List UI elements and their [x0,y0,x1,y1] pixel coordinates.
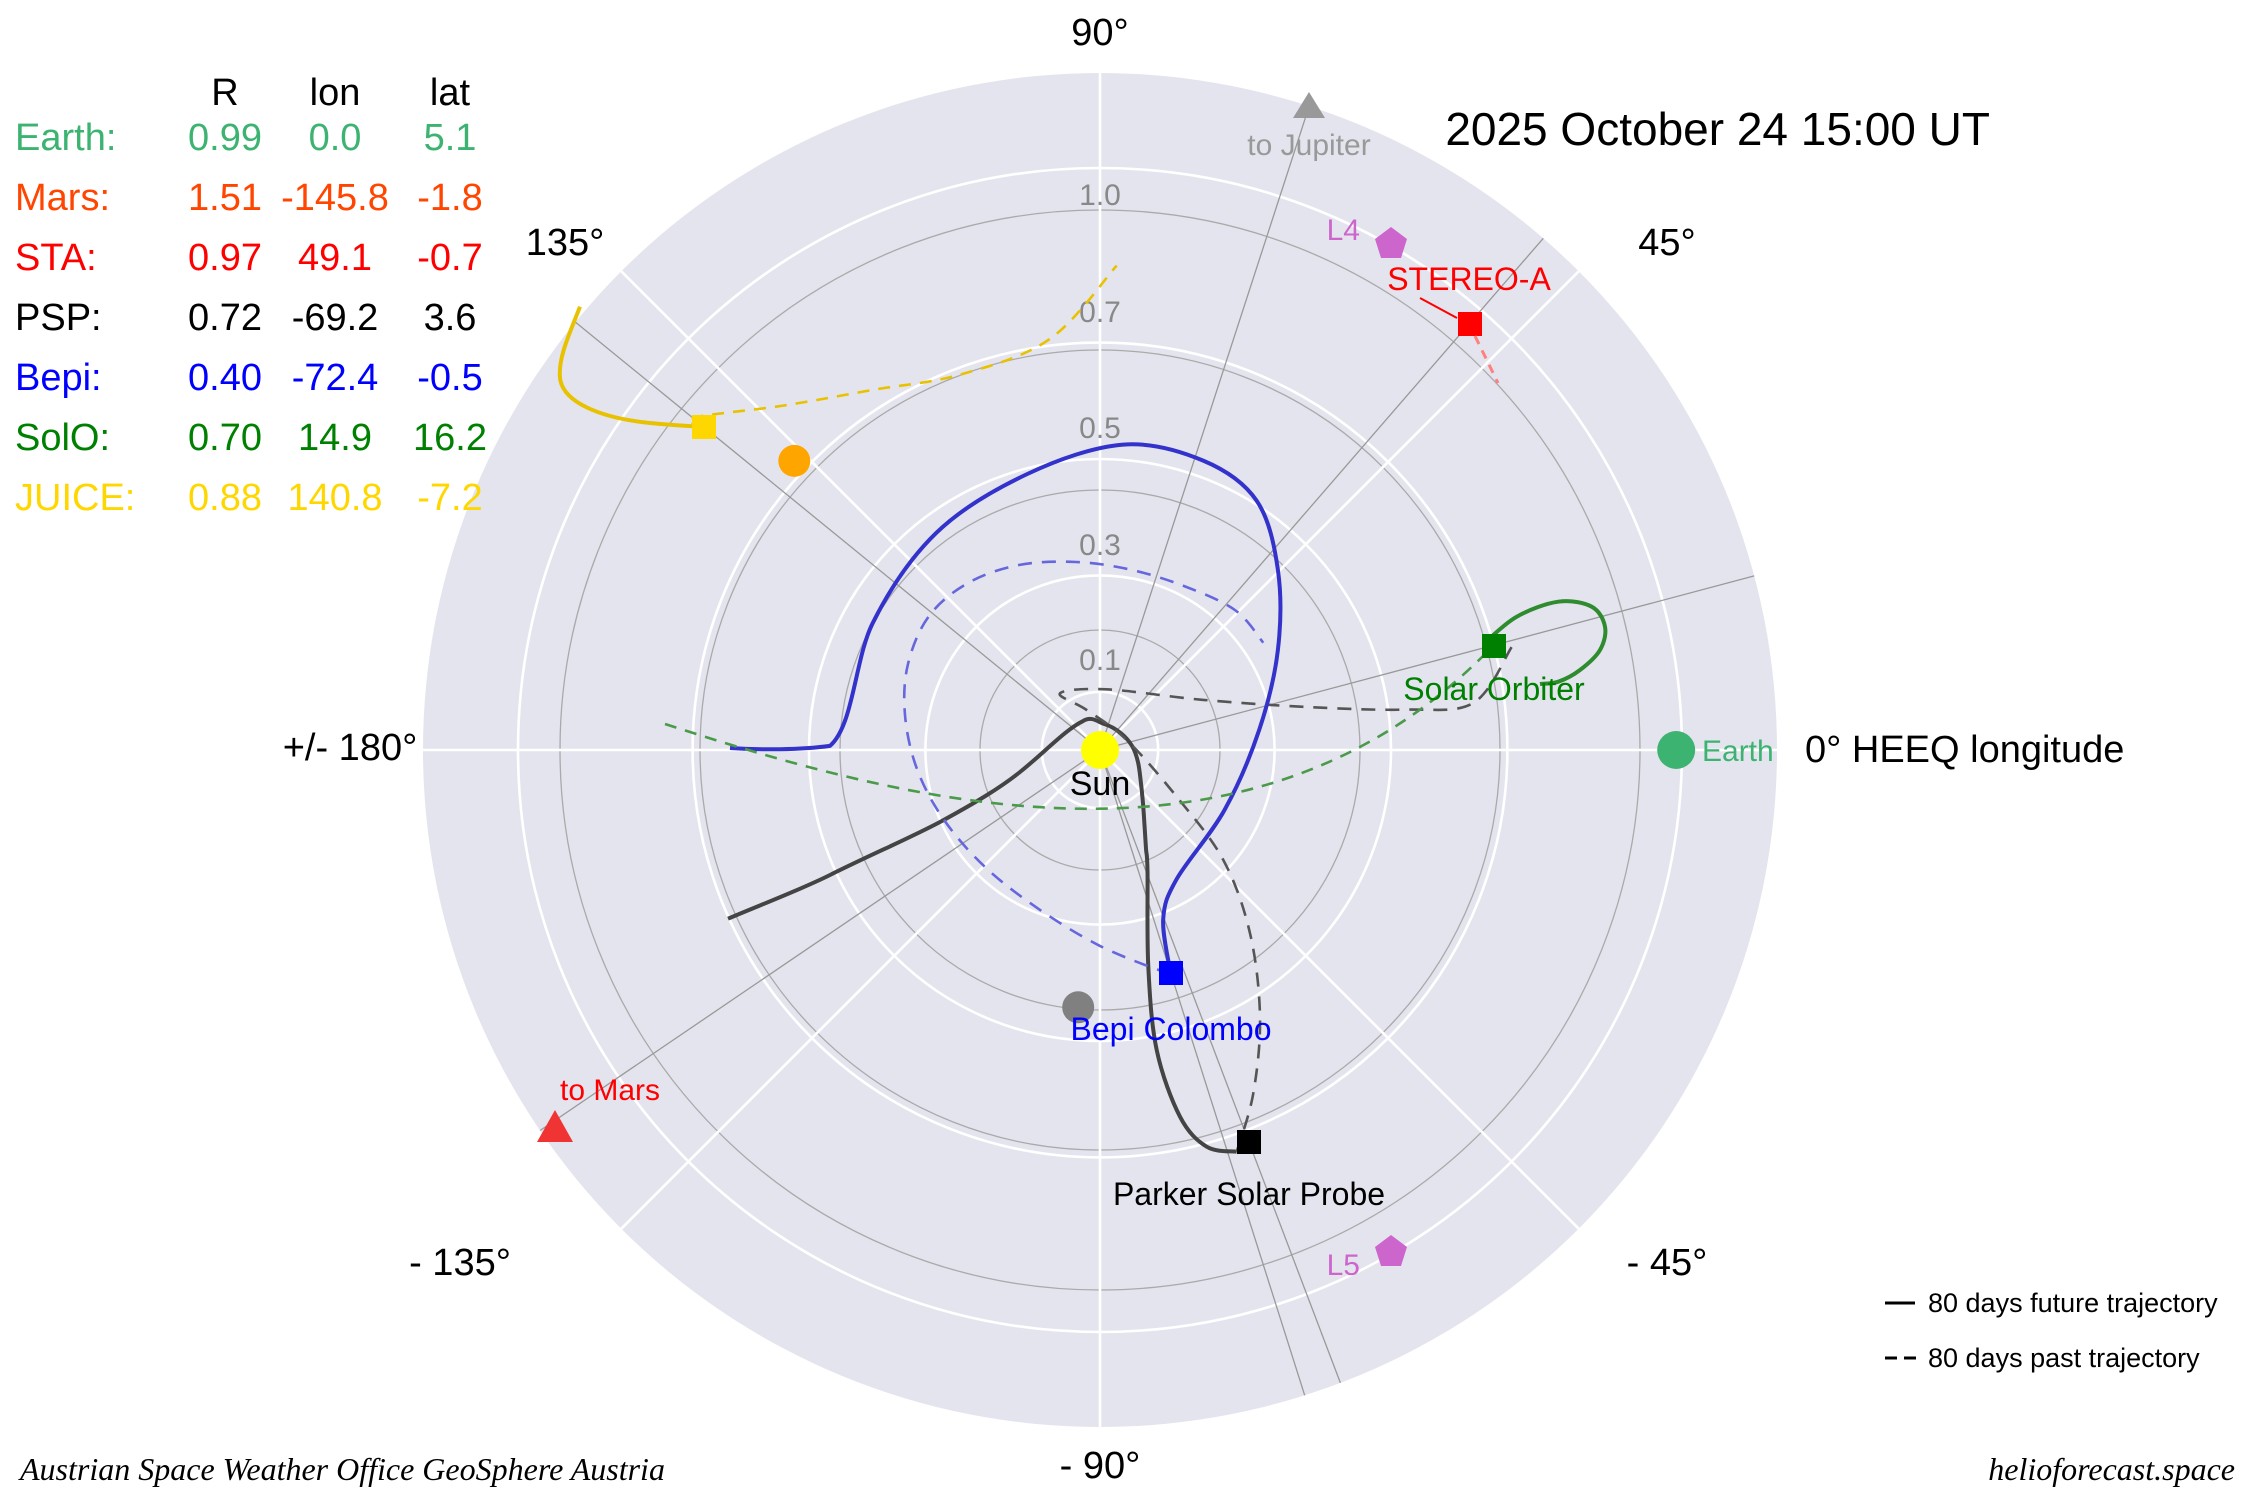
svg-text:2025 October 24 15:00 UT: 2025 October 24 15:00 UT [1445,103,1990,155]
svg-text:Earth:: Earth: [15,117,116,159]
svg-text:PSP:: PSP: [15,297,102,339]
svg-text:-1.8: -1.8 [417,177,482,219]
svg-text:0.97: 0.97 [188,237,262,279]
svg-text:0° HEEQ longitude: 0° HEEQ longitude [1805,729,2124,771]
svg-text:0.70: 0.70 [188,417,262,459]
svg-text:140.8: 140.8 [287,477,382,519]
svg-text:Earth: Earth [1702,735,1774,768]
svg-text:0.0: 0.0 [309,117,362,159]
svg-text:R: R [211,72,238,114]
svg-text:STA:: STA: [15,237,97,279]
svg-text:Solar Orbiter: Solar Orbiter [1403,671,1585,707]
svg-text:Parker Solar Probe: Parker Solar Probe [1113,1176,1385,1212]
svg-text:0.88: 0.88 [188,477,262,519]
svg-text:SolO:: SolO: [15,417,110,459]
svg-text:0.7: 0.7 [1079,296,1121,329]
svg-text:-7.2: -7.2 [417,477,482,519]
svg-text:Bepi Colombo: Bepi Colombo [1071,1011,1272,1047]
svg-text:45°: 45° [1638,222,1695,264]
svg-text:3.6: 3.6 [424,297,477,339]
svg-text:80 days past trajectory: 80 days past trajectory [1928,1343,2200,1373]
svg-text:1.0: 1.0 [1079,179,1121,212]
svg-text:+/- 180°: +/- 180° [283,727,418,769]
svg-text:5.1: 5.1 [424,117,477,159]
svg-text:0.3: 0.3 [1079,529,1121,562]
svg-text:Mars:: Mars: [15,177,110,219]
svg-text:0.5: 0.5 [1079,412,1121,445]
svg-text:16.2: 16.2 [413,417,487,459]
svg-text:Austrian Space Weather Office: Austrian Space Weather Office GeoSphere … [18,1451,665,1487]
svg-text:- 45°: - 45° [1627,1242,1708,1284]
svg-text:135°: 135° [526,222,605,264]
svg-text:49.1: 49.1 [298,237,372,279]
svg-text:80 days future trajectory: 80 days future trajectory [1928,1288,2218,1318]
svg-text:-69.2: -69.2 [292,297,379,339]
svg-text:90°: 90° [1071,12,1128,54]
svg-text:lat: lat [430,72,471,114]
svg-text:helioforecast.space: helioforecast.space [1988,1451,2235,1487]
svg-text:0.72: 0.72 [188,297,262,339]
svg-text:-0.5: -0.5 [417,357,482,399]
svg-text:0.1: 0.1 [1079,644,1121,677]
svg-text:0.40: 0.40 [188,357,262,399]
svg-text:lon: lon [310,72,361,114]
svg-text:L5: L5 [1327,1249,1360,1282]
svg-text:-145.8: -145.8 [281,177,389,219]
svg-text:-0.7: -0.7 [417,237,482,279]
svg-text:1.51: 1.51 [188,177,262,219]
svg-text:- 90°: - 90° [1060,1445,1141,1487]
svg-text:L4: L4 [1327,214,1360,247]
svg-text:to Jupiter: to Jupiter [1247,129,1370,162]
svg-text:14.9: 14.9 [298,417,372,459]
svg-text:-72.4: -72.4 [292,357,379,399]
svg-text:Bepi:: Bepi: [15,357,102,399]
svg-text:to Mars: to Mars [560,1074,660,1107]
svg-text:0.99: 0.99 [188,117,262,159]
svg-text:Sun: Sun [1070,765,1131,803]
svg-text:STEREO-A: STEREO-A [1387,261,1551,297]
svg-text:JUICE:: JUICE: [15,477,135,519]
svg-text:- 135°: - 135° [409,1242,511,1284]
